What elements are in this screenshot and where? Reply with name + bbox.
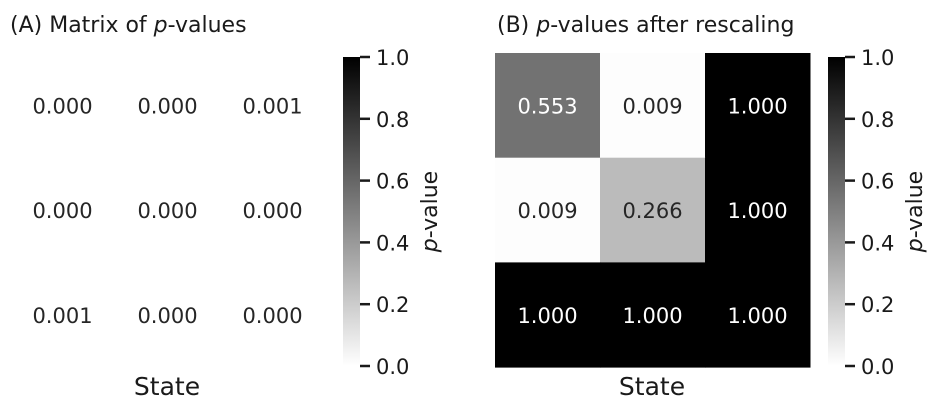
- cell-label: 0.000: [137, 304, 197, 328]
- colorbar-tick-label: 0.6: [376, 170, 409, 194]
- colorbar-tick-label: 1.0: [861, 46, 894, 70]
- colorbar-tick-label: 0.4: [861, 231, 894, 255]
- colorbar-gradient: [828, 57, 845, 366]
- cell-label: 1.000: [517, 304, 577, 328]
- heatmap-cell: [115, 157, 221, 263]
- colorbar-tick-label: 0.0: [376, 355, 409, 379]
- heatmap-cell: [10, 262, 116, 368]
- cell-label: 1.000: [622, 304, 682, 328]
- heatmap-cell: [705, 262, 811, 368]
- cell-label: 0.000: [242, 199, 302, 223]
- panel-b-title: (B) p-values after rescaling: [497, 13, 794, 38]
- heatmap-cell: [10, 53, 116, 159]
- cell-label: 1.000: [727, 304, 787, 328]
- panel-b-cells: 0.553 0.009 1.000 0.009 0.266 1.000 1.000 1.000…: [495, 53, 811, 368]
- cell-label: 1.000: [727, 94, 787, 118]
- colorbar-tick-label: 0.2: [376, 293, 409, 317]
- cell-label: 0.553: [517, 94, 577, 118]
- panel-a-cells: 0.000 0.000 0.001 0.000 0.000 0.000 0.001 0.000…: [10, 53, 326, 368]
- colorbar-label: p-value: [418, 171, 443, 253]
- cell-label: 0.000: [32, 199, 92, 223]
- cell-label: 0.001: [32, 304, 92, 328]
- heatmap-cell: [495, 53, 601, 159]
- colorbar-tick-label: 0.6: [861, 170, 894, 194]
- cell-label: 0.001: [242, 94, 302, 118]
- heatmap-cell: [220, 262, 326, 368]
- heatmap-cell: [600, 262, 706, 368]
- panel-a-colorbar: 0.0 0.2 0.4 0.6 0.8 1.0 p-value: [343, 46, 443, 379]
- heatmap-cell: [115, 262, 221, 368]
- colorbar-tick-label: 0.0: [861, 355, 894, 379]
- colorbar-tick-label: 1.0: [376, 46, 409, 70]
- cell-label: 1.000: [727, 199, 787, 223]
- cell-label: 0.000: [32, 94, 92, 118]
- panel-a: (A) Matrix of p-values 0.000 0.000 0.0010.…: [10, 13, 443, 401]
- heatmap-cell: [220, 157, 326, 263]
- cell-label: 0.266: [622, 199, 682, 223]
- heatmap-cell: [10, 157, 116, 263]
- colorbar-tick-label: 0.8: [376, 108, 409, 132]
- panel-a-xlabel: State: [134, 372, 200, 401]
- cell-label: 0.009: [517, 199, 577, 223]
- panel-a-title: (A) Matrix of p-values: [10, 13, 247, 38]
- panel-b-colorbar: 0.0 0.2 0.4 0.6 0.8 1.0 p-value: [828, 46, 928, 379]
- heatmap-cell: [495, 157, 601, 263]
- panel-b-xlabel: State: [619, 372, 685, 401]
- heatmap-cell: [495, 262, 601, 368]
- cell-label: 0.009: [622, 94, 682, 118]
- cell-label: 0.000: [137, 94, 197, 118]
- heatmap-cell: [705, 157, 811, 263]
- cell-label: 0.000: [242, 304, 302, 328]
- cell-label: 0.000: [137, 199, 197, 223]
- heatmap-cell: [705, 53, 811, 159]
- panel-b: (B) p-values after rescaling 0.553 0.009 1…: [495, 13, 928, 401]
- colorbar-tick-label: 0.8: [861, 108, 894, 132]
- heatmap-cell: [115, 53, 221, 159]
- colorbar-label: p-value: [903, 171, 928, 253]
- colorbar-gradient: [343, 57, 360, 366]
- heatmap-cell: [600, 53, 706, 159]
- colorbar-tick-label: 0.2: [861, 293, 894, 317]
- heatmap-cell: [600, 157, 706, 263]
- heatmap-cell: [220, 53, 326, 159]
- colorbar-tick-label: 0.4: [376, 231, 409, 255]
